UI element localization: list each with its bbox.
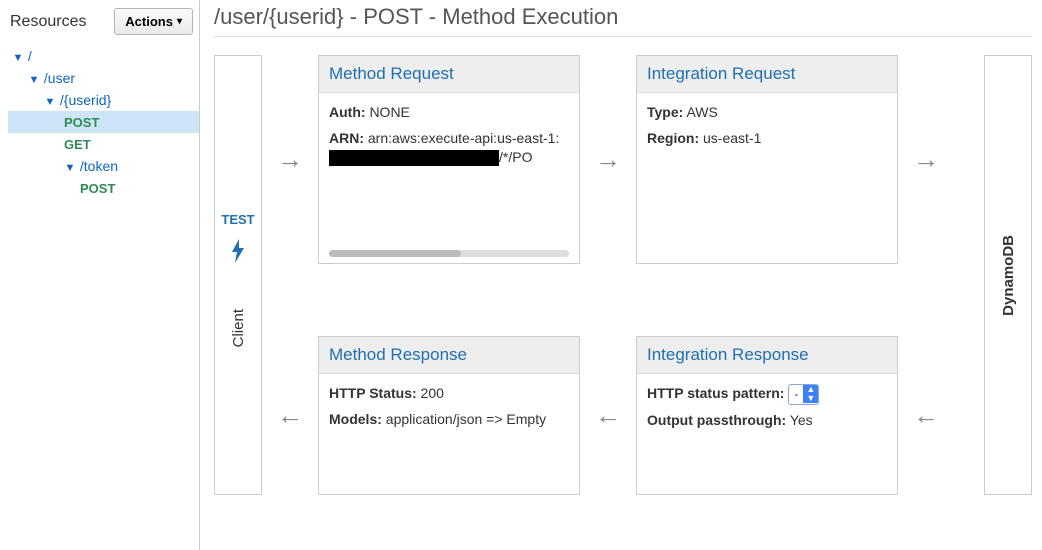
tree-node-label: /user (44, 70, 75, 86)
tree-toggle-icon[interactable]: ▼ (28, 74, 40, 86)
status-pattern-value: - (789, 385, 803, 404)
arrow-left-icon: ← (590, 400, 626, 431)
tree-method-node[interactable]: POST (8, 111, 199, 133)
tree-node-label: /{userid} (60, 92, 111, 108)
main-panel: /user/{userid} - POST - Method Execution… (200, 0, 1042, 550)
arrow-left-icon: ← (908, 400, 944, 431)
arn-value-prefix: arn:aws:execute-api:us-east-1: (368, 130, 559, 146)
integration-request-header[interactable]: Integration Request (637, 56, 897, 93)
arrow-left-icon: ← (272, 400, 308, 431)
tree-node-label: / (28, 48, 32, 64)
type-value: AWS (686, 104, 717, 120)
select-arrows-icon: ▲▼ (803, 385, 818, 403)
method-response-header[interactable]: Method Response (319, 337, 579, 374)
models-label: Models: (329, 411, 382, 427)
method-response-card[interactable]: Method Response HTTP Status: 200 Models:… (318, 336, 580, 495)
client-box[interactable]: TEST Client (214, 55, 262, 495)
method-request-card[interactable]: Method Request Auth: NONE ARN: arn:aws:e… (318, 55, 580, 264)
page-title: /user/{userid} - POST - Method Execution (214, 4, 1032, 37)
tree-resource-node[interactable]: ▼ /user (8, 67, 199, 89)
auth-value: NONE (369, 104, 409, 120)
resource-tree: ▼ /▼ /user▼ /{userid}POSTGET▼ /tokenPOST (8, 45, 199, 199)
service-box[interactable]: DynamoDB (984, 55, 1032, 495)
tree-node-label: POST (64, 115, 99, 130)
type-label: Type: (647, 104, 683, 120)
http-status-label: HTTP Status: (329, 385, 417, 401)
horizontal-scrollbar[interactable] (329, 250, 569, 257)
redacted-block (329, 150, 499, 166)
caret-down-icon: ▾ (177, 16, 182, 27)
tree-resource-node[interactable]: ▼ /token (8, 155, 199, 177)
arrow-right-icon: → (272, 144, 308, 175)
tree-toggle-icon[interactable]: ▼ (44, 96, 56, 108)
tree-toggle-icon[interactable]: ▼ (64, 162, 76, 174)
service-label: DynamoDB (1000, 235, 1017, 316)
status-pattern-label: HTTP status pattern: (647, 385, 784, 401)
integration-request-card[interactable]: Integration Request Type: AWS Region: us… (636, 55, 898, 264)
tree-node-label: GET (64, 137, 91, 152)
tree-method-node[interactable]: POST (8, 177, 199, 199)
status-pattern-select[interactable]: - ▲▼ (788, 384, 819, 405)
arn-value-suffix: /*/PO (499, 149, 532, 165)
integration-response-card[interactable]: Integration Response HTTP status pattern… (636, 336, 898, 495)
integration-response-header[interactable]: Integration Response (637, 337, 897, 374)
models-value: application/json => Empty (386, 411, 546, 427)
tree-node-label: /token (80, 158, 118, 174)
auth-label: Auth: (329, 104, 366, 120)
tree-resource-node[interactable]: ▼ / (8, 45, 199, 67)
tree-resource-node[interactable]: ▼ /{userid} (8, 89, 199, 111)
method-execution-flow: TEST Client → Method Request Auth: NONE … (214, 55, 1032, 495)
tree-method-node[interactable]: GET (8, 133, 199, 155)
passthrough-value: Yes (790, 412, 813, 428)
actions-dropdown-button[interactable]: Actions ▾ (114, 8, 193, 35)
tree-node-label: POST (80, 181, 115, 196)
passthrough-label: Output passthrough: (647, 412, 786, 428)
resources-sidebar: Resources Actions ▾ ▼ /▼ /user▼ /{userid… (0, 0, 200, 550)
client-label: Client (230, 309, 247, 347)
actions-label: Actions (125, 14, 173, 29)
tree-toggle-icon[interactable]: ▼ (12, 52, 24, 64)
arn-label: ARN: (329, 130, 364, 146)
method-request-header[interactable]: Method Request (319, 56, 579, 93)
http-status-value: 200 (421, 385, 444, 401)
arrow-right-icon: → (908, 144, 944, 175)
region-value: us-east-1 (703, 130, 761, 146)
region-label: Region: (647, 130, 699, 146)
test-label: TEST (221, 212, 254, 227)
bolt-icon (230, 239, 246, 269)
arrow-right-icon: → (590, 144, 626, 175)
sidebar-title: Resources (10, 13, 86, 31)
